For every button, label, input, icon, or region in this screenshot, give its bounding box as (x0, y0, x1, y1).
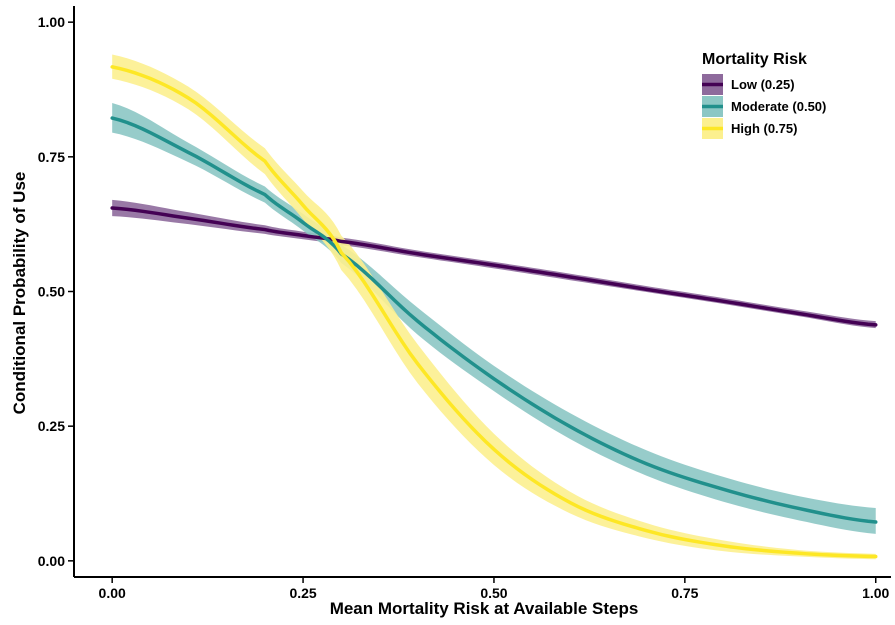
legend-item-low: Low (0.25) (702, 74, 795, 95)
legend-item-high: High (0.75) (702, 118, 797, 139)
series-line-low (110, 206, 878, 327)
confidence-band-moderate (112, 102, 876, 534)
x-tick-label: 0.50 (480, 585, 507, 601)
legend: Mortality Risk Low (0.25) Moderate (0.50)… (702, 51, 826, 139)
legend-label-high: High (0.75) (731, 121, 797, 136)
series-line-high (110, 65, 878, 559)
axes: 0.00 0.25 0.50 0.75 1.00 0.00 0.25 0.50 0.75 1.0… (38, 6, 891, 601)
x-tick-label: 0.75 (671, 585, 698, 601)
y-axis-label: Conditional Probability of Use (10, 172, 29, 415)
legend-label-moderate: Moderate (0.50) (731, 99, 826, 114)
y-tick-label: 0.00 (38, 553, 65, 569)
y-tick-label: 0.25 (38, 418, 65, 434)
series-lines (110, 65, 878, 559)
x-tick-label: 0.00 (99, 585, 126, 601)
legend-item-moderate: Moderate (0.50) (702, 96, 826, 117)
legend-items: Low (0.25) Moderate (0.50) High (0.75) (702, 74, 826, 139)
x-tick-label: 1.00 (862, 585, 889, 601)
x-axis-label: Mean Mortality Risk at Available Steps (330, 599, 639, 618)
series-line-moderate (110, 116, 878, 524)
x-axis-ticks: 0.00 0.25 0.50 0.75 1.00 (99, 577, 890, 601)
y-tick-label: 0.75 (38, 149, 65, 165)
legend-label-low: Low (0.25) (731, 77, 795, 92)
confidence-band-high (112, 54, 876, 560)
y-axis-ticks: 0.00 0.25 0.50 0.75 1.00 (38, 14, 74, 569)
y-tick-label: 1.00 (38, 14, 65, 30)
legend-title: Mortality Risk (702, 51, 807, 68)
y-tick-label: 0.50 (38, 284, 65, 300)
x-tick-label: 0.25 (289, 585, 316, 601)
